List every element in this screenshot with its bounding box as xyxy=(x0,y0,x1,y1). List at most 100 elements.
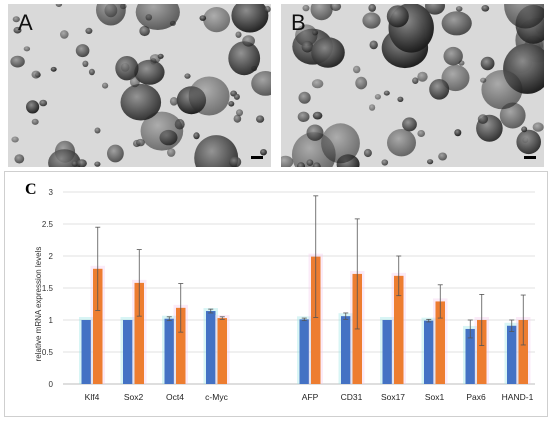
spheroid xyxy=(167,148,176,157)
spheroid xyxy=(107,144,124,163)
y-tick-label: 1 xyxy=(49,316,54,325)
micrograph-b: B xyxy=(281,4,544,167)
spheroid xyxy=(134,59,165,85)
spheroid xyxy=(23,46,31,52)
panel-label-a: A xyxy=(18,10,33,35)
x-tick-label: Klf4 xyxy=(85,392,100,402)
bar xyxy=(134,282,144,384)
spheroid xyxy=(297,111,310,123)
spheroid xyxy=(387,129,416,157)
spheroid xyxy=(231,4,269,33)
spheroid xyxy=(306,124,324,141)
spheroid xyxy=(455,6,463,12)
spheroid xyxy=(427,159,434,165)
spheroid xyxy=(129,76,140,88)
x-tick-label: Sox1 xyxy=(425,392,445,402)
spheroid xyxy=(302,4,310,12)
bar xyxy=(435,301,445,384)
spheroid xyxy=(312,162,321,167)
bar xyxy=(93,268,103,384)
chart-tick-labels: 0 0.5 1 1.5 2 2.5 3 Klf4 Sox2 Oct4 c-Myc AFP CD31 Sox… xyxy=(42,188,534,402)
spheroid xyxy=(504,4,544,29)
spheroid xyxy=(199,15,207,21)
spheroid xyxy=(425,4,445,15)
bar xyxy=(424,320,434,384)
spheroid xyxy=(532,122,544,132)
chart-error-bars xyxy=(95,195,526,347)
spheroid xyxy=(295,24,318,47)
scale-bar-a xyxy=(251,156,263,159)
spheroid xyxy=(236,109,243,117)
spheroid xyxy=(140,111,184,151)
spheroid xyxy=(306,159,314,166)
bar xyxy=(507,325,517,384)
spheroid xyxy=(297,162,305,167)
x-tick-label: c-Myc xyxy=(205,392,228,402)
spheroid xyxy=(194,135,239,167)
spheroid xyxy=(184,73,191,79)
spheroid xyxy=(281,155,294,167)
spheroid xyxy=(94,127,101,134)
spheroid xyxy=(169,97,178,106)
bar xyxy=(394,275,404,384)
spheroid xyxy=(14,154,25,164)
spheroid xyxy=(383,90,390,96)
spheroid xyxy=(229,156,242,167)
spheroid xyxy=(480,56,495,71)
chart-bars xyxy=(79,253,531,384)
spheroid xyxy=(412,77,419,84)
spheroid xyxy=(88,68,95,76)
spheroid xyxy=(481,70,523,110)
scale-bar-b xyxy=(524,156,536,159)
x-tick-label: Oct4 xyxy=(166,392,184,402)
spheroid xyxy=(402,117,417,132)
spheroid xyxy=(321,123,360,164)
y-tick-label: 3 xyxy=(49,188,54,197)
spheroid xyxy=(82,60,89,67)
bar xyxy=(341,316,351,384)
spheroid xyxy=(311,79,324,89)
chart-panel-c: C 0 0.5 1 1.5 2 2.5 3 Klf4 Sox2 Oct4 c-Myc AFP CD31 S… xyxy=(4,171,548,417)
spheroid xyxy=(50,66,57,72)
spheroid xyxy=(102,82,109,89)
spheroid xyxy=(39,99,48,107)
spheroid xyxy=(310,4,333,21)
spheroid xyxy=(386,5,409,28)
bar xyxy=(465,328,475,384)
spheroid xyxy=(135,138,145,147)
x-tick-label: CD31 xyxy=(341,392,363,402)
bar xyxy=(299,319,309,384)
micrograph-b-image xyxy=(281,4,544,167)
spheroid xyxy=(228,41,261,76)
bar-chart: C 0 0.5 1 1.5 2 2.5 3 Klf4 Sox2 Oct4 c-Myc AFP CD31 S… xyxy=(25,181,535,402)
spheroid xyxy=(443,46,463,66)
y-tick-label: 1.5 xyxy=(42,284,54,293)
spheroid xyxy=(12,16,20,23)
spheroid xyxy=(381,159,389,166)
spheroid xyxy=(368,4,376,12)
spheroid xyxy=(10,55,25,68)
panel-label-b: B xyxy=(291,10,306,35)
x-tick-label: HAND-1 xyxy=(502,392,534,402)
spheroid xyxy=(235,31,242,38)
bar xyxy=(518,320,528,384)
spheroid xyxy=(242,35,256,47)
spheroid xyxy=(139,25,150,37)
spheroid xyxy=(441,64,470,92)
bar xyxy=(382,320,392,384)
spheroid xyxy=(31,70,41,79)
bar xyxy=(176,307,186,384)
spheroid xyxy=(13,26,22,34)
spheroid xyxy=(355,76,368,90)
spheroid xyxy=(60,30,69,39)
panel-label-c: C xyxy=(25,181,37,198)
spheroid xyxy=(233,93,240,100)
bar xyxy=(164,318,174,384)
y-tick-label: 0.5 xyxy=(42,348,54,357)
spheroid xyxy=(233,114,242,123)
spheroid xyxy=(312,111,323,120)
spheroid xyxy=(301,40,314,53)
spheroid xyxy=(330,4,342,11)
spheroid xyxy=(11,136,19,143)
spheroid xyxy=(480,77,487,83)
